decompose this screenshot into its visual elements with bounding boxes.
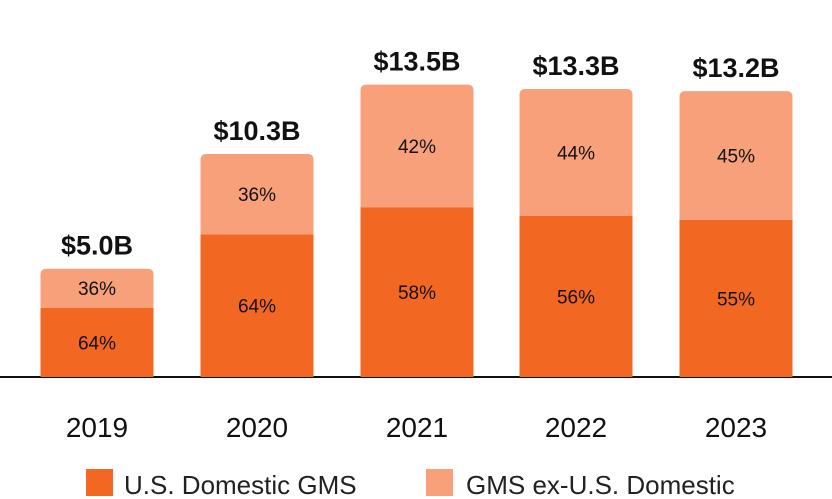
domestic-pct-label-2020: 64%: [238, 297, 276, 318]
bar-domestic-2021: [360, 207, 474, 377]
total-label-2021: $13.5B: [373, 47, 460, 77]
domestic-pct-label-2023: 55%: [717, 289, 755, 310]
bar-international-2021: [360, 84, 474, 208]
legend-swatch-domestic: [86, 469, 113, 496]
x-tick-label-2022: 2022: [545, 412, 607, 443]
domestic-pct-label-2021: 58%: [398, 283, 436, 304]
bar-international-2023: [679, 91, 793, 220]
x-tick-label-2021: 2021: [386, 412, 448, 443]
domestic-pct-label-2019: 64%: [78, 333, 116, 354]
x-tick-label-2019: 2019: [66, 412, 128, 443]
bar-domestic-2022: [519, 215, 633, 377]
international-pct-label-2022: 44%: [557, 143, 595, 164]
international-pct-label-2021: 42%: [398, 137, 436, 158]
international-pct-label-2023: 45%: [717, 146, 755, 167]
total-label-2020: $10.3B: [213, 116, 300, 146]
bar-domestic-2019: [40, 307, 154, 377]
total-label-2022: $13.3B: [532, 51, 619, 81]
total-label-2019: $5.0B: [61, 231, 133, 261]
bar-international-2019: [40, 268, 154, 308]
bars-layer: [40, 84, 793, 377]
bar-international-2020: [200, 153, 314, 235]
x-tick-label-2023: 2023: [705, 412, 767, 443]
labels-layer: 64% 36% $5.0B 2019 64% 36% $10.3B 2020 58% 42% $13…: [61, 47, 780, 443]
legend-label-international: GMS ex-U.S. Domestic: [466, 470, 735, 499]
total-label-2023: $13.2B: [692, 53, 779, 83]
legend: U.S. Domestic GMS GMS ex-U.S. Domestic: [86, 469, 735, 499]
legend-swatch-international: [426, 469, 453, 496]
bar-international-2022: [519, 88, 633, 216]
domestic-pct-label-2022: 56%: [557, 287, 595, 308]
bar-domestic-2020: [200, 234, 314, 377]
x-tick-label-2020: 2020: [226, 412, 288, 443]
international-pct-label-2019: 36%: [78, 279, 116, 300]
legend-label-domestic: U.S. Domestic GMS: [124, 470, 357, 499]
bar-domestic-2023: [679, 219, 793, 377]
international-pct-label-2020: 36%: [238, 185, 276, 206]
